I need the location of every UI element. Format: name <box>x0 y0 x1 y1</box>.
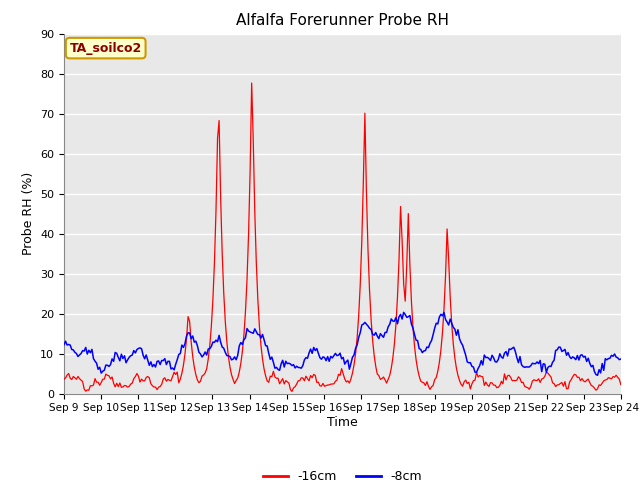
X-axis label: Time: Time <box>327 416 358 429</box>
Y-axis label: Probe RH (%): Probe RH (%) <box>22 172 35 255</box>
Title: Alfalfa Forerunner Probe RH: Alfalfa Forerunner Probe RH <box>236 13 449 28</box>
Text: TA_soilco2: TA_soilco2 <box>70 42 142 55</box>
Legend: -16cm, -8cm: -16cm, -8cm <box>257 465 428 480</box>
